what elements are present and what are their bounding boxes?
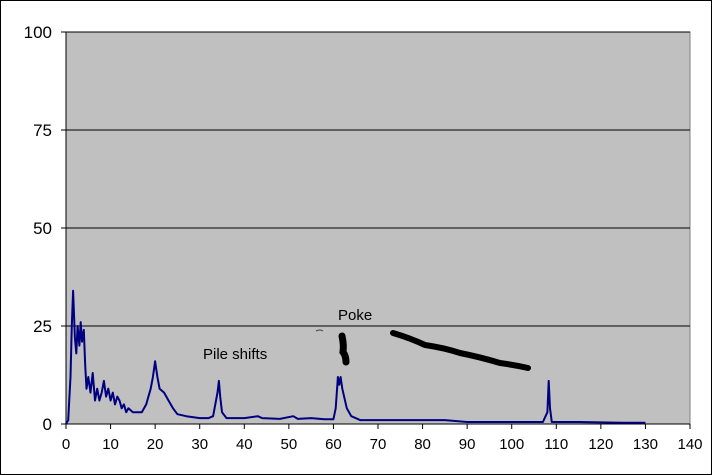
y-tick-label: 100 (24, 23, 52, 42)
poke-marker-stroke (338, 332, 350, 366)
small-ink-mark (315, 329, 324, 332)
x-tick-label: 100 (499, 436, 524, 453)
x-tick-label: 50 (281, 436, 298, 453)
x-tick-label: 70 (370, 436, 387, 453)
x-tick-label: 10 (102, 436, 119, 453)
x-tick-label: 40 (236, 436, 253, 453)
x-tick-label: 80 (414, 436, 431, 453)
x-tick-label: 110 (544, 436, 568, 453)
series-line (65, 289, 646, 425)
x-tick-label: 120 (588, 436, 613, 453)
y-tick-label: 50 (33, 219, 52, 238)
y-axis-ticks: 0 25 50 75 100 (24, 23, 66, 434)
x-tick-label: 130 (633, 436, 658, 453)
x-tick-label: 30 (191, 436, 208, 453)
x-tick-label: 20 (147, 436, 164, 453)
annotation-pile-shifts: Pile shifts (203, 346, 267, 363)
y-tick-label: 75 (33, 121, 52, 140)
y-tick-label: 25 (33, 317, 52, 336)
x-tick-label: 90 (459, 436, 476, 453)
y-tick-label: 0 (43, 415, 52, 434)
x-tick-label: 60 (325, 436, 342, 453)
x-axis-ticks: 0 10 20 30 40 50 60 70 80 90 100 110 120 130 140 (62, 424, 703, 453)
x-tick-label: 140 (677, 436, 702, 453)
pile-decay-marker-stroke (390, 330, 531, 371)
x-tick-label: 0 (62, 436, 70, 453)
annotation-poke: Poke (338, 307, 372, 324)
